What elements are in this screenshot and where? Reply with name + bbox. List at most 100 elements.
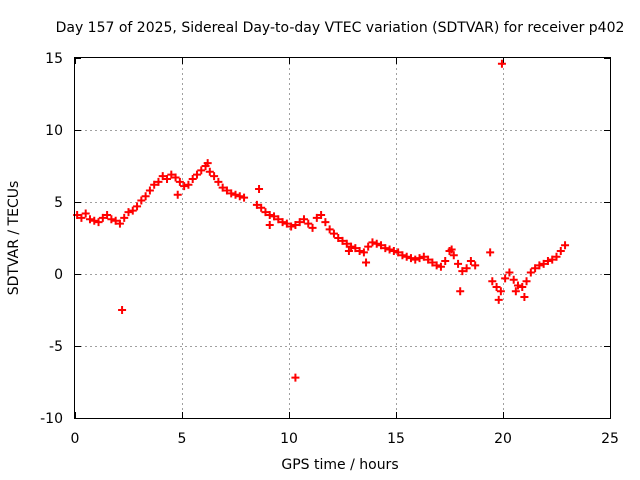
data-point: [210, 172, 219, 181]
data-point: [180, 182, 189, 191]
data-point: [406, 254, 415, 263]
x-axis-label: GPS time / hours: [281, 457, 398, 473]
data-point: [419, 252, 428, 261]
data-point: [539, 259, 548, 268]
data-point: [428, 258, 437, 267]
data-point: [167, 170, 176, 179]
data-point: [372, 239, 381, 248]
data-point: [98, 213, 107, 222]
y-tick-label: 15: [45, 51, 63, 67]
data-point: [184, 180, 193, 189]
data-point: [447, 245, 456, 254]
data-point: [317, 210, 326, 219]
data-point: [90, 216, 99, 225]
y-tick-label: 10: [45, 123, 63, 139]
data-point: [235, 192, 244, 201]
data-point: [278, 218, 287, 227]
data-point: [291, 373, 300, 382]
data-point: [265, 221, 274, 230]
data-point: [492, 282, 501, 291]
data-point: [325, 225, 334, 234]
x-tick-label: 20: [494, 431, 512, 447]
data-point: [535, 261, 544, 270]
data-point: [561, 241, 570, 250]
data-point: [252, 200, 261, 209]
data-point: [449, 251, 458, 260]
data-point: [385, 245, 394, 254]
data-point: [141, 192, 150, 201]
data-point: [118, 306, 127, 314]
data-point: [441, 257, 450, 266]
data-point: [137, 196, 146, 205]
data-point: [257, 203, 266, 212]
data-point: [522, 277, 531, 286]
data-point: [368, 238, 377, 247]
data-point: [556, 246, 565, 255]
data-point: [175, 177, 184, 186]
data-point: [171, 173, 180, 182]
y-tick-label: 0: [54, 267, 63, 283]
data-point: [255, 185, 264, 194]
data-point: [411, 255, 420, 264]
data-point: [509, 275, 518, 284]
data-point: [338, 236, 347, 245]
grid-lines: [75, 58, 610, 418]
data-point: [203, 159, 212, 168]
x-tick-label: 15: [387, 431, 405, 447]
data-point: [227, 189, 236, 198]
y-tick-label: -10: [40, 411, 63, 427]
data-point: [381, 244, 390, 253]
data-point: [351, 244, 360, 253]
data-point: [526, 268, 535, 277]
data-point: [511, 287, 520, 296]
data-point: [214, 177, 223, 186]
data-point: [342, 239, 351, 248]
data-point: [173, 190, 182, 199]
x-tick-label: 0: [71, 431, 80, 447]
data-point: [486, 248, 495, 257]
data-point: [299, 215, 308, 224]
data-point: [188, 174, 197, 183]
x-tick-label: 5: [178, 431, 187, 447]
data-points: [73, 59, 570, 382]
data-point: [128, 206, 137, 215]
data-point: [304, 219, 313, 228]
y-tick-label: -5: [49, 339, 63, 355]
data-point: [531, 264, 540, 273]
data-point: [462, 264, 471, 273]
plot-frame: [74, 57, 611, 419]
data-point: [274, 215, 283, 224]
data-point: [124, 208, 133, 217]
tick-labels: 0 5 10 15 20 25 -10 -5 0 5 10 15: [40, 51, 619, 447]
data-point: [265, 210, 274, 219]
data-point: [231, 190, 240, 199]
y-tick-label: 5: [54, 195, 63, 211]
data-point: [436, 262, 445, 271]
data-point: [94, 218, 103, 227]
chart-title: Day 157 of 2025, Sidereal Day-to-day VTE…: [56, 20, 625, 36]
data-point: [308, 223, 317, 232]
data-point: [518, 282, 527, 291]
y-axis-label: SDTVAR / TECUs: [6, 181, 22, 296]
data-point: [520, 293, 529, 302]
data-point: [488, 277, 497, 286]
data-point: [261, 208, 270, 217]
data-point: [497, 59, 506, 68]
data-point: [158, 172, 167, 181]
data-point: [115, 219, 124, 228]
data-point: [398, 251, 407, 260]
data-point: [103, 210, 112, 219]
data-point: [362, 258, 371, 267]
data-point: [240, 193, 249, 202]
data-point: [282, 219, 291, 228]
data-point: [154, 177, 163, 186]
data-point: [270, 212, 279, 221]
data-point: [150, 180, 159, 189]
data-point: [543, 257, 552, 266]
data-point: [295, 218, 304, 227]
data-point: [432, 261, 441, 270]
data-point: [222, 186, 231, 195]
data-point: [85, 215, 94, 224]
data-point: [471, 261, 480, 270]
